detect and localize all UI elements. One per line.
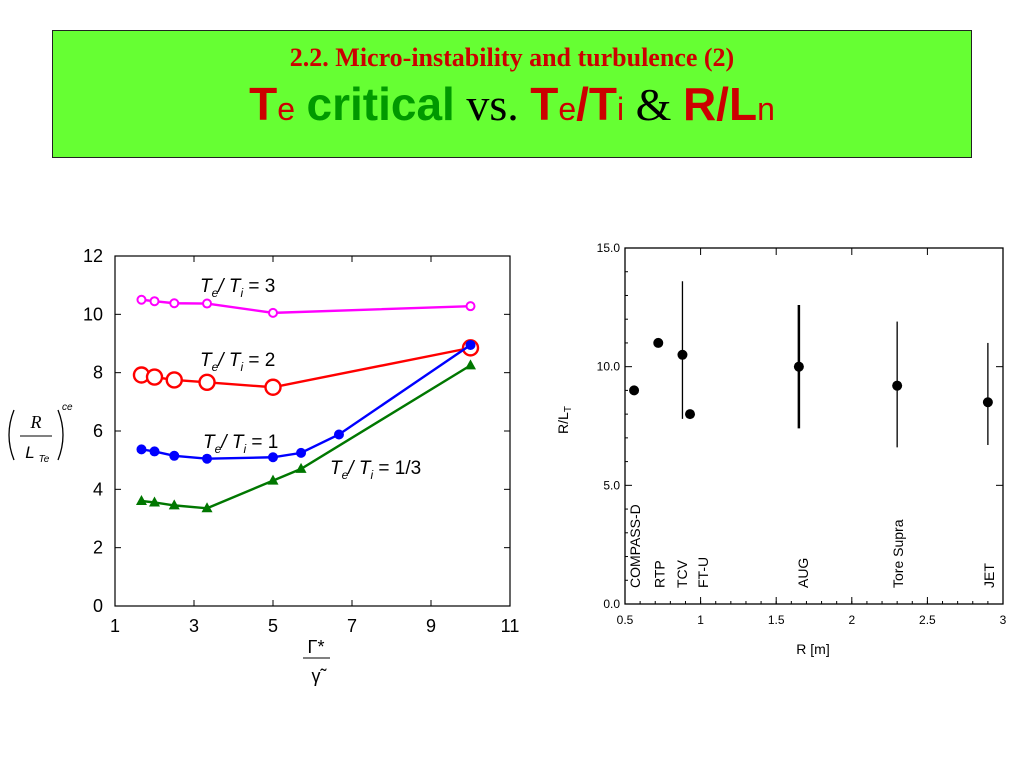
- data-point: [267, 474, 279, 485]
- x-tick-label: 11: [501, 616, 520, 636]
- n-subscript: n: [757, 91, 775, 127]
- data-point-r: [982, 397, 993, 408]
- y-tick-label: 8: [93, 363, 103, 383]
- x-tick-label: 3: [189, 616, 199, 636]
- data-point: [465, 359, 476, 370]
- y-tick-label: 0: [93, 596, 103, 616]
- data-point: [165, 371, 183, 389]
- data-point: [198, 373, 216, 391]
- ampersand: &: [635, 79, 672, 130]
- data-point: [149, 296, 160, 307]
- series-line-1: [141, 346, 471, 389]
- left-chart: R L Te ce 1 3 5 7 9 11 0 2 4 6 8 10 12 Te/ Ti = 3 Te/…: [8, 246, 520, 686]
- data-point: [149, 446, 160, 457]
- title-banner: 2.2. Micro-instability and turbulence (2…: [52, 30, 972, 158]
- data-point: [169, 298, 180, 309]
- data-point: [202, 298, 213, 309]
- x-tick-label-r: 1: [697, 613, 704, 627]
- y-tick-label-r: 15.0: [597, 241, 621, 255]
- series-line-0: [141, 298, 471, 315]
- data-point-r: [629, 385, 640, 396]
- data-point: [268, 307, 278, 318]
- data-point: [465, 339, 476, 350]
- vs-word: vs.: [466, 79, 519, 130]
- data-point-r: [685, 409, 696, 420]
- plot-frame-r: [624, 247, 1004, 605]
- data-point: [268, 452, 278, 463]
- device-label: AUG: [795, 558, 811, 588]
- data-point: [295, 462, 307, 473]
- data-point: [168, 499, 180, 510]
- device-label: TCV: [674, 559, 690, 588]
- te-subscript: e: [277, 91, 296, 127]
- y-label-den-sub: Te: [39, 454, 50, 465]
- data-point-r: [793, 361, 804, 372]
- series-line-3: [141, 364, 472, 510]
- x-tick-label: 5: [268, 616, 278, 636]
- data-point: [296, 447, 307, 458]
- y-tick-label-r: 10.0: [597, 360, 621, 374]
- ratio-e: e: [558, 91, 577, 127]
- device-label: FT-U: [695, 557, 711, 588]
- x-tick-label: 9: [426, 616, 436, 636]
- data-point: [465, 301, 476, 312]
- x-tick-label: 1: [110, 616, 120, 636]
- y-axis-label: R L Te ce: [8, 402, 73, 465]
- ratio-t: T: [530, 78, 559, 130]
- x-tick-label-r: 2: [848, 613, 855, 627]
- data-point: [264, 378, 282, 396]
- slide-title: 2.2. Micro-instability and turbulence (2…: [289, 43, 735, 72]
- critical-word: critical: [306, 78, 455, 130]
- data-point: [201, 502, 213, 513]
- y-tick-label: 4: [93, 479, 103, 499]
- y-tick-label: 10: [83, 304, 103, 324]
- y-tick-label: 6: [93, 421, 103, 441]
- y-tick-label-r: 5.0: [603, 478, 620, 492]
- series-label: Te/ Ti = 1/3: [330, 458, 421, 482]
- ratio-slash-t: /T: [576, 78, 618, 130]
- x-axis-label: Γ* γ̃: [303, 637, 330, 686]
- y-tick-label-r: 0.0: [603, 597, 620, 611]
- data-point: [136, 294, 147, 305]
- y-tick-label: 12: [83, 246, 103, 266]
- x-tick-label-r: 1.5: [768, 613, 785, 627]
- data-point: [135, 495, 147, 505]
- x-tick-label-r: 3: [1000, 613, 1007, 627]
- right-chart: 0.5 1 1.5 2 2.5 3 0.0 5.0 10.0 15.0 COMPASS-D RTP T…: [555, 241, 1007, 657]
- data-point: [149, 496, 160, 507]
- y-tick-label: 2: [93, 538, 103, 558]
- r-symbol: R: [682, 78, 717, 130]
- y-axis-label-r: R/LT: [555, 406, 574, 434]
- y-label-num: R: [30, 412, 42, 432]
- te-symbol: T: [249, 78, 278, 130]
- x-axis-label-r: R [m]: [796, 641, 829, 657]
- l-symbol: /L: [716, 78, 758, 130]
- data-point-r: [677, 349, 688, 360]
- series-line-2: [141, 343, 472, 460]
- x-tick-label-r: 0.5: [617, 613, 634, 627]
- x-tick-label-r: 2.5: [919, 613, 936, 627]
- x-label-num: Γ*: [308, 637, 325, 657]
- data-point: [136, 444, 147, 455]
- data-point: [202, 453, 213, 464]
- slide-subtitle: Te critical vs. Te/Ti & R/Ln: [53, 79, 971, 134]
- x-label-den: γ̃: [312, 666, 328, 686]
- device-label: COMPASS-D: [627, 504, 643, 588]
- device-label: JET: [981, 563, 997, 588]
- plot-frame: [114, 255, 511, 607]
- device-label: RTP: [651, 560, 667, 588]
- y-label-den: L: [25, 443, 34, 462]
- series-label: Te/ Ti = 2: [200, 350, 275, 374]
- data-point: [333, 429, 344, 440]
- data-point-r: [653, 337, 664, 348]
- data-point: [169, 450, 180, 461]
- y-label-sup: ce: [62, 402, 73, 413]
- series-label: Te/ Ti = 3: [200, 276, 275, 300]
- data-point-r: [892, 380, 903, 391]
- x-tick-label: 7: [347, 616, 357, 636]
- device-label: Tore Supra: [890, 519, 906, 588]
- data-point: [145, 368, 164, 386]
- series-label: Te/ Ti = 1: [203, 432, 278, 456]
- ratio-i: i: [617, 91, 625, 127]
